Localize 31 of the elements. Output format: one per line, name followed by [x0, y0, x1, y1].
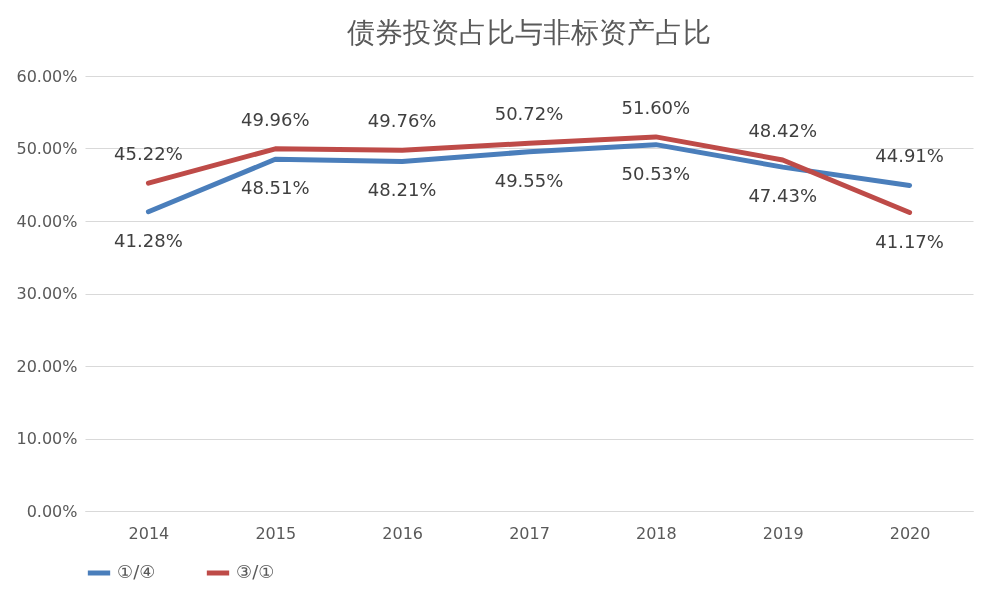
data-label: 48.51% [240, 177, 310, 199]
y-tick-label: 40.00% [16, 211, 78, 231]
x-tick-label: 2014 [128, 523, 170, 543]
y-tick-label: 60.00% [16, 66, 78, 86]
data-label: 48.21% [367, 179, 437, 201]
legend-label: ①/④ [117, 561, 156, 582]
data-label: 50.53% [621, 162, 691, 184]
data-label: 45.22% [114, 143, 183, 165]
y-tick-label: 50.00% [16, 139, 78, 158]
chart-title: 债券投资占比与非标资产占比 [347, 16, 711, 49]
x-tick-label: 2017 [509, 523, 550, 543]
data-label: 50.72% [494, 103, 564, 125]
data-label: 44.91% [875, 145, 944, 167]
data-label: 41.28% [114, 229, 183, 251]
legend-label: ③/① [236, 561, 275, 582]
y-tick-label: 30.00% [16, 284, 78, 303]
y-tick-label: 10.00% [16, 429, 78, 448]
x-tick-label: 2018 [636, 523, 677, 543]
x-tick-label: 2020 [889, 523, 931, 543]
data-label: 48.42% [748, 119, 818, 141]
x-tick-label: 2015 [255, 523, 297, 543]
data-label: 51.60% [621, 96, 691, 118]
y-tick-label: 20.00% [16, 356, 78, 376]
data-label: 41.17% [875, 230, 944, 252]
data-label: 49.96% [240, 108, 310, 130]
data-label: 47.43% [748, 185, 818, 207]
data-label: 49.76% [367, 110, 437, 132]
data-label: 49.55% [494, 169, 564, 191]
y-tick-label: 0.00% [26, 501, 78, 521]
x-tick-label: 2016 [382, 523, 423, 543]
x-tick-label: 2019 [762, 523, 804, 543]
